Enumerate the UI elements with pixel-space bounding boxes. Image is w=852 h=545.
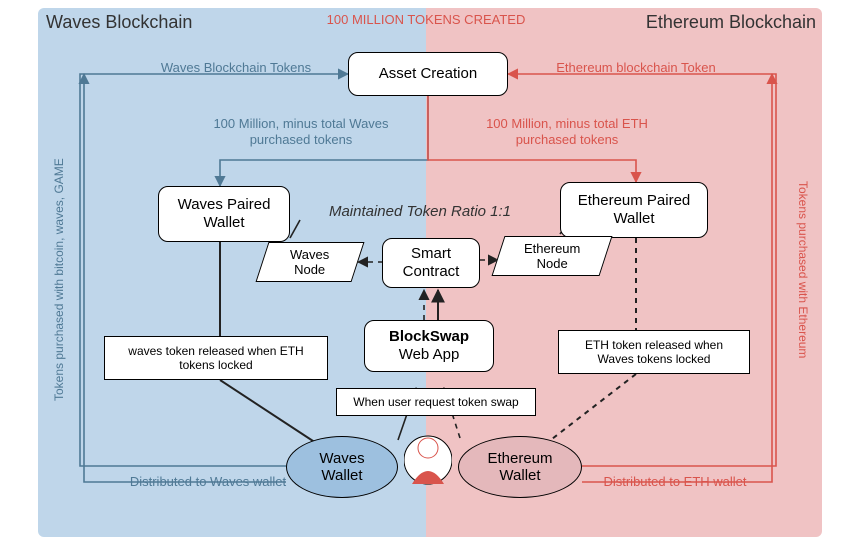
node-blockswap: BlockSwap Web App — [364, 320, 494, 372]
label-ratio: Maintained Token Ratio 1:1 — [302, 203, 538, 221]
label-text: waves token released when ETHtokens lock… — [128, 344, 303, 373]
node-label: BlockSwap — [389, 328, 469, 346]
label-text: ETH token released whenWaves tokens lock… — [585, 338, 723, 367]
node-label: EthereumNode — [524, 241, 580, 271]
node-label: Waves PairedWallet — [178, 196, 271, 232]
node-label: SmartContract — [403, 245, 460, 281]
label-dist-waves: Distributed to Waves wallet — [120, 474, 296, 490]
node-ethereum-paired-wallet: Ethereum PairedWallet — [560, 182, 708, 238]
node-label: EthereumWallet — [487, 450, 552, 484]
node-label: WavesNode — [290, 247, 329, 277]
label-waves-release: waves token released when ETHtokens lock… — [104, 336, 328, 380]
vlabel-right: Tokens purchased with Ethereum — [796, 150, 810, 390]
user-icon — [404, 430, 452, 496]
label-eth-100m: 100 Million, minus total ETHpurchased to… — [462, 116, 672, 147]
node-waves-node: WavesNode — [256, 242, 365, 282]
node-waves-wallet: WavesWallet — [286, 436, 398, 498]
label-eth-release: ETH token released whenWaves tokens lock… — [558, 330, 750, 374]
vlabel-left: Tokens purchased with bitcoin, waves, GA… — [52, 130, 66, 430]
label-dist-eth: Distributed to ETH wallet — [590, 474, 760, 490]
label-eth-tokens-top: Ethereum blockchain Token — [536, 60, 736, 76]
node-sublabel: Web App — [399, 346, 460, 364]
node-label: WavesWallet — [319, 450, 364, 484]
node-label: Asset Creation — [379, 65, 477, 83]
label-waves-tokens-top: Waves Blockchain Tokens — [146, 60, 326, 76]
node-eth-wallet: EthereumWallet — [458, 436, 582, 498]
node-smart-contract: SmartContract — [382, 238, 480, 288]
node-eth-node: EthereumNode — [492, 236, 613, 276]
node-label: Ethereum PairedWallet — [578, 192, 691, 228]
title-center-top: 100 MILLION TOKENS CREATED — [0, 12, 852, 28]
node-asset-creation: Asset Creation — [348, 52, 508, 96]
label-text: When user request token swap — [353, 395, 518, 409]
label-user-request: When user request token swap — [336, 388, 536, 416]
label-waves-100m: 100 Million, minus total Wavespurchased … — [196, 116, 406, 147]
node-waves-paired-wallet: Waves PairedWallet — [158, 186, 290, 242]
